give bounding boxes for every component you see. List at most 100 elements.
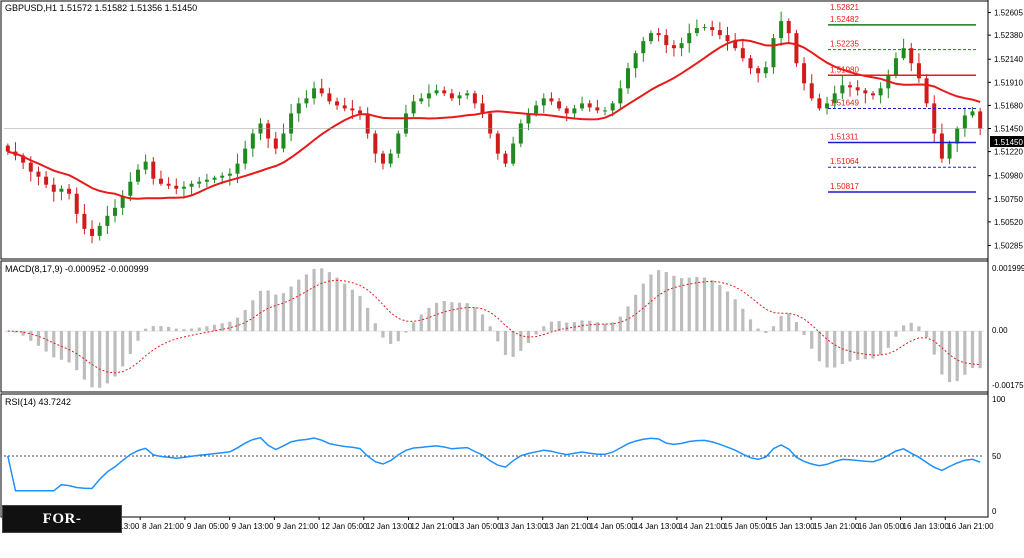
candle-body	[220, 175, 225, 178]
macd-bar	[488, 326, 492, 332]
candle-body	[710, 27, 715, 31]
candle-body	[717, 30, 722, 36]
macd-bar	[450, 302, 454, 332]
macd-bar	[871, 331, 875, 359]
candle-body	[434, 90, 439, 94]
price-axis-label: 1.50520	[994, 218, 1023, 227]
macd-bar	[121, 331, 125, 367]
price-axis-label: 1.51450	[994, 124, 1023, 133]
macd-bar	[320, 268, 324, 332]
candle-body	[457, 95, 462, 99]
level-label: 1.52482	[830, 15, 859, 24]
price-axis-label: 1.51910	[994, 78, 1023, 87]
time-axis-label: 16 Jan 05:00	[858, 522, 905, 531]
macd-bar	[534, 331, 538, 335]
candle-body	[825, 103, 830, 109]
candle-body	[59, 188, 64, 192]
macd-bar	[879, 331, 883, 356]
candle-body	[105, 215, 110, 226]
macd-bar	[281, 293, 286, 332]
macd-bar	[588, 320, 592, 332]
candle-body	[113, 207, 118, 216]
candle-body	[21, 155, 26, 163]
candle-body	[204, 179, 209, 182]
macd-bar	[810, 331, 814, 349]
time-axis-label: 16 Jan 13:00	[903, 522, 950, 531]
macd-bar	[212, 324, 217, 332]
candle-body	[411, 101, 416, 114]
macd-signal-line	[7, 279, 981, 374]
macd-bar	[542, 326, 546, 332]
time-axis-label: 15 Jan 05:00	[724, 522, 771, 531]
candle-body	[442, 90, 447, 94]
candle-body	[281, 133, 286, 149]
candle-body	[97, 225, 102, 236]
macd-bar	[404, 331, 408, 333]
candle-body	[526, 113, 531, 124]
macd-bar	[503, 331, 508, 355]
macd-bar	[565, 322, 569, 332]
macd-tick-zero: 0.00	[992, 326, 1008, 335]
macd-bar	[473, 307, 477, 332]
candle-body	[848, 85, 853, 88]
macd-bar	[228, 321, 232, 332]
candle-body	[763, 67, 768, 74]
time-axis-label: 13 Jan 05:00	[455, 522, 502, 531]
candle-body	[633, 53, 638, 69]
candle-body	[312, 88, 317, 99]
candle-body	[978, 111, 983, 129]
candle-body	[120, 195, 125, 208]
macd-bar	[902, 325, 906, 332]
macd-bar	[557, 321, 561, 332]
candle-body	[128, 181, 133, 196]
candle-body	[480, 103, 485, 114]
macd-bar	[29, 331, 33, 341]
candle-body	[840, 85, 845, 94]
candle-body	[518, 123, 523, 144]
candle-body	[212, 177, 217, 180]
macd-bar	[917, 326, 921, 332]
candle-body	[924, 78, 929, 104]
candle-body	[266, 123, 271, 139]
candle-body	[5, 145, 10, 152]
candle-body	[158, 178, 163, 184]
candle-body	[564, 108, 569, 114]
macd-bar	[940, 331, 944, 375]
level-label: 1.51064	[830, 157, 859, 166]
macd-bar	[687, 277, 691, 332]
candle-body	[595, 107, 600, 111]
candle-body	[82, 213, 87, 229]
macd-bar	[702, 277, 707, 332]
macd-bar	[840, 331, 844, 365]
macd-bar	[549, 321, 554, 332]
candle-body	[289, 113, 294, 134]
time-axis-label: 12 Jan 13:00	[366, 522, 413, 531]
macd-bar	[641, 283, 645, 332]
price-axis-label: 1.52140	[994, 55, 1023, 64]
macd-bar	[258, 290, 263, 332]
candle-body	[151, 161, 156, 179]
macd-bar	[297, 279, 301, 332]
macd-bar	[36, 331, 41, 346]
level-label: 1.50817	[830, 182, 859, 191]
macd-bar	[764, 331, 768, 333]
macd-bar	[603, 323, 607, 332]
candle-body	[610, 103, 615, 111]
macd-bar	[756, 328, 760, 332]
candle-body	[403, 113, 408, 134]
rsi-tick-50: 50	[992, 452, 1001, 461]
candle-body	[656, 33, 661, 36]
candle-body	[939, 133, 944, 159]
candle-body	[809, 83, 814, 99]
macd-bar	[771, 326, 776, 332]
macd-bar	[802, 331, 806, 335]
macd-tick-top: 0.001999	[992, 264, 1024, 273]
macd-tick-bottom: -0.001756	[992, 381, 1024, 390]
macd-bar	[44, 331, 48, 352]
chart-canvas[interactable]: 1.52821 1.52482 1.52235 1.51980 1.51649 1.513…	[0, 0, 1024, 536]
time-axis-label: 13 Jan 21:00	[545, 522, 592, 531]
time-axis-label: 15 Jan 13:00	[768, 522, 815, 531]
time-axis-label: 14 Jan 05:00	[589, 522, 636, 531]
candle-body	[870, 93, 875, 96]
